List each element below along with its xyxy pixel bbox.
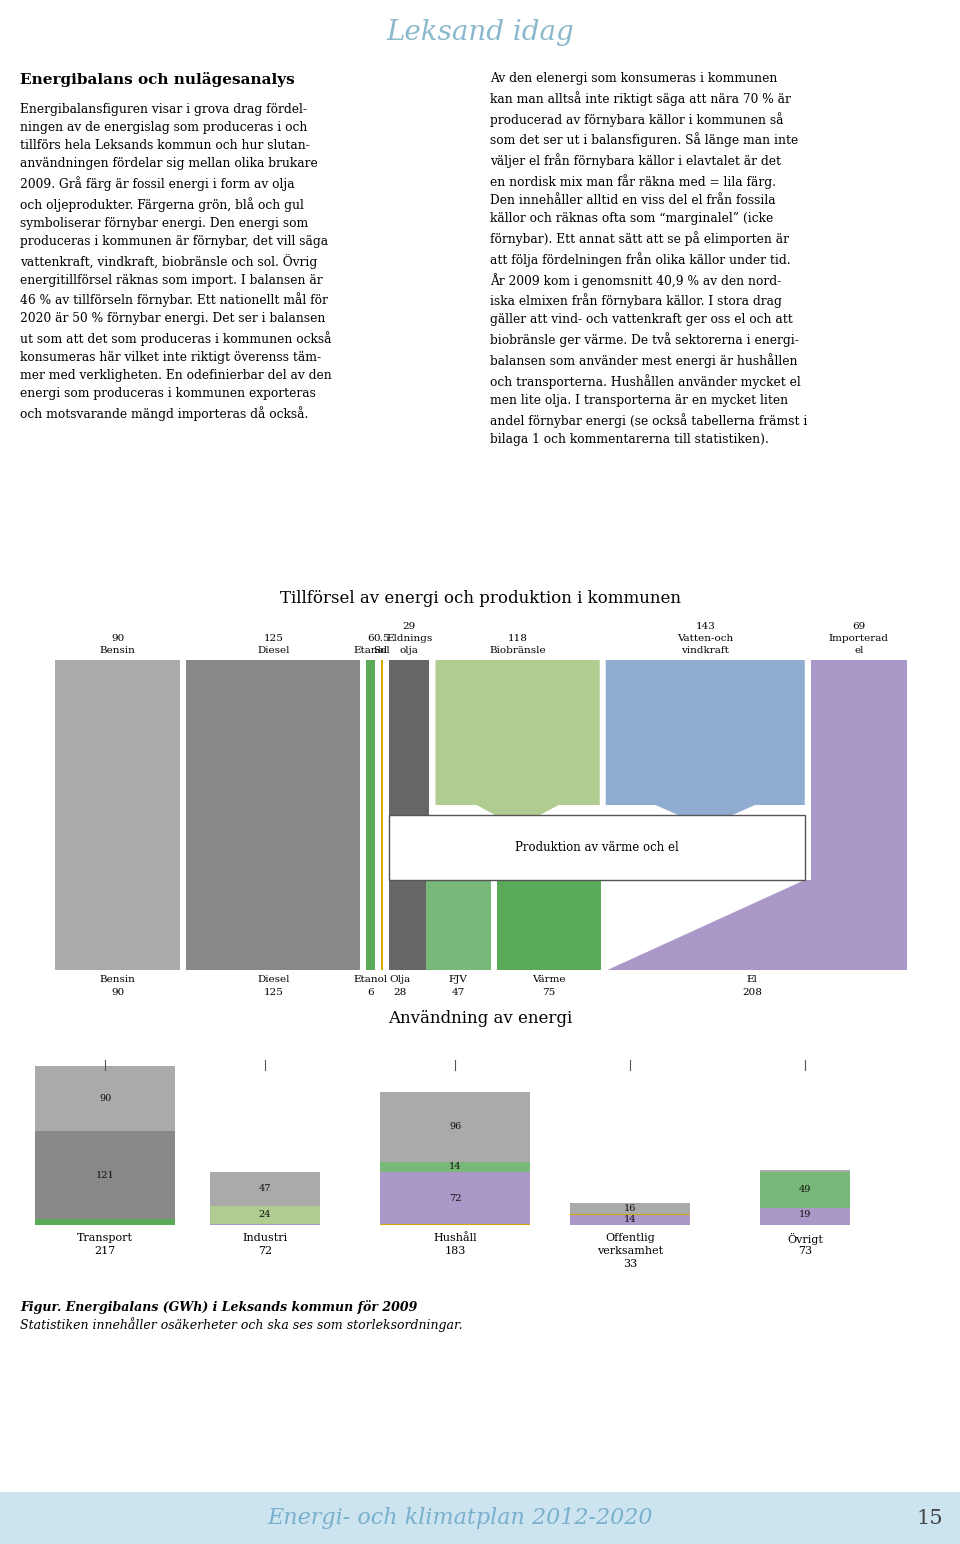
Text: Importerad: Importerad (828, 635, 889, 642)
Bar (497, 880, 601, 970)
Bar (760, 1221, 850, 1224)
Text: vindkraft: vindkraft (682, 645, 730, 655)
Bar (380, 1161, 530, 1172)
Text: Olja: Olja (390, 974, 411, 984)
Bar (55, 659, 180, 970)
Text: 6: 6 (367, 635, 373, 642)
Text: 125: 125 (263, 635, 283, 642)
Bar (35, 1220, 175, 1224)
Text: Övrigt: Övrigt (787, 1234, 823, 1244)
Bar (35, 1132, 175, 1220)
Text: 14: 14 (624, 1215, 636, 1224)
Text: 143: 143 (695, 622, 715, 631)
Bar (210, 1206, 320, 1223)
Text: 16: 16 (624, 1204, 636, 1214)
Text: 72: 72 (258, 1246, 272, 1255)
Bar (811, 659, 907, 970)
Text: 73: 73 (798, 1246, 812, 1255)
Bar (380, 1092, 530, 1161)
Text: 208: 208 (742, 988, 762, 997)
Text: Bensin: Bensin (100, 974, 135, 984)
Text: Av den elenergi som konsumeras i kommunen
kan man alltså inte riktigt säga att n: Av den elenergi som konsumeras i kommune… (490, 73, 807, 446)
Text: Industri: Industri (242, 1234, 288, 1243)
Bar (570, 1203, 690, 1214)
Text: el: el (854, 645, 864, 655)
Text: 14: 14 (448, 1163, 461, 1172)
Bar (380, 1172, 530, 1224)
Bar (367, 659, 374, 970)
Text: 49: 49 (799, 1186, 811, 1194)
Text: Vatten-och: Vatten-och (677, 635, 733, 642)
Text: 183: 183 (444, 1246, 466, 1255)
Text: Sol: Sol (373, 645, 390, 655)
Text: 118: 118 (508, 635, 528, 642)
Polygon shape (608, 880, 907, 970)
Text: 121: 121 (96, 1170, 114, 1180)
Text: Energibalansfiguren visar i grova drag fördel-
ningen av de energislag som produ: Energibalansfiguren visar i grova drag f… (20, 103, 332, 422)
Text: 90: 90 (99, 1095, 111, 1102)
Bar (760, 1172, 850, 1207)
Text: Energibalans och nulägesanalys: Energibalans och nulägesanalys (20, 73, 295, 86)
Text: verksamhet: verksamhet (597, 1246, 663, 1255)
Text: 28: 28 (394, 988, 407, 997)
Text: Leksand idag: Leksand idag (386, 19, 574, 45)
Text: Värme: Värme (533, 974, 566, 984)
Text: Transport: Transport (77, 1234, 133, 1243)
Text: Bensin: Bensin (100, 645, 135, 655)
Text: Diesel: Diesel (257, 974, 290, 984)
Text: 69: 69 (852, 622, 865, 631)
Bar (380, 659, 383, 970)
Text: Eldnings: Eldnings (386, 635, 432, 642)
Bar (210, 1172, 320, 1206)
Text: El: El (747, 974, 757, 984)
Text: 47: 47 (259, 1184, 272, 1194)
Text: 29: 29 (402, 622, 416, 631)
Text: Hushåll: Hushåll (433, 1234, 477, 1243)
Text: 47: 47 (451, 988, 465, 997)
Polygon shape (436, 659, 600, 828)
Text: 125: 125 (263, 988, 283, 997)
Text: Diesel: Diesel (257, 645, 290, 655)
Bar (0, 1492, 960, 1544)
Polygon shape (606, 659, 804, 828)
Text: Etanol: Etanol (353, 645, 388, 655)
Text: Offentlig: Offentlig (605, 1234, 655, 1243)
Text: 0.5: 0.5 (373, 635, 390, 642)
Text: Figur. Energibalans (GWh) i Leksands kommun för 2009: Figur. Energibalans (GWh) i Leksands kom… (20, 1300, 418, 1314)
Text: 217: 217 (94, 1246, 115, 1255)
Text: 75: 75 (542, 988, 556, 997)
Text: 33: 33 (623, 1258, 637, 1269)
Text: 19: 19 (799, 1210, 811, 1218)
Text: 15: 15 (917, 1508, 944, 1527)
Bar (760, 1207, 850, 1221)
Text: Energi- och klimatplan 2012-2020: Energi- och klimatplan 2012-2020 (267, 1507, 653, 1529)
Bar (570, 1215, 690, 1224)
Text: 90: 90 (111, 988, 124, 997)
Bar (389, 659, 429, 970)
Text: Användning av energi: Användning av energi (388, 1010, 572, 1027)
Text: 72: 72 (448, 1194, 461, 1203)
Text: 6: 6 (367, 988, 373, 997)
Text: 96: 96 (449, 1122, 461, 1132)
Text: 24: 24 (259, 1210, 272, 1220)
Text: Biobränsle: Biobränsle (490, 645, 546, 655)
Text: FJV: FJV (449, 974, 468, 984)
Text: Statistiken innehåller osäkerheter och ska ses som storleksordningar.: Statistiken innehåller osäkerheter och s… (20, 1317, 463, 1332)
Bar (425, 880, 491, 970)
Bar (35, 1065, 175, 1132)
Text: Tillförsel av energi och produktion i kommunen: Tillförsel av energi och produktion i ko… (279, 590, 681, 607)
Bar (389, 815, 804, 880)
Bar (186, 659, 360, 970)
Text: Etanol: Etanol (353, 974, 388, 984)
Text: olja: olja (400, 645, 419, 655)
Text: 90: 90 (111, 635, 124, 642)
Text: Produktion av värme och el: Produktion av värme och el (516, 841, 679, 854)
